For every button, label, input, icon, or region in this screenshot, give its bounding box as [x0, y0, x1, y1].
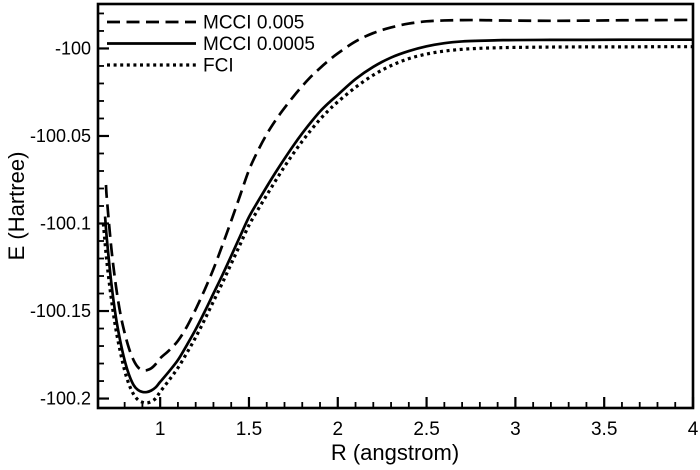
y-tick-label: -100.15: [30, 301, 91, 321]
curve-fci: [101, 45, 694, 405]
y-tick-label: -100.1: [40, 214, 91, 234]
y-tick-label: -100.05: [30, 126, 91, 146]
curves: [101, 18, 694, 405]
y-tick-label: -100: [55, 39, 91, 59]
x-tick-label: 1: [155, 419, 166, 440]
x-tick-label: 3.5: [591, 419, 617, 440]
curve-mcci-0-0005: [103, 38, 693, 394]
y-tick-label: -100.2: [40, 389, 91, 409]
legend-label-mcci-00005: MCCI 0.0005: [203, 34, 315, 55]
x-tick-label: 1.5: [236, 419, 262, 440]
legend: MCCI 0.005 MCCI 0.0005 FCI: [107, 13, 315, 77]
x-tick-label: 2.5: [413, 419, 439, 440]
legend-label-mcci-005: MCCI 0.005: [203, 13, 304, 34]
axis-tick-labels: 1 1.5 2 2.5 3 3.5 4 -100 -100.05 -100.1 -100.15 -10…: [30, 39, 699, 440]
legend-label-fci: FCI: [203, 56, 234, 77]
y-axis-title: E (Hartree): [4, 152, 29, 261]
x-axis-title: R (angstrom): [331, 440, 459, 465]
axis-ticks: [98, 12, 695, 408]
curve-mcci-0-005: [104, 18, 694, 372]
x-tick-label: 2: [332, 419, 343, 440]
x-tick-label: 3: [510, 419, 521, 440]
x-tick-label: 4: [688, 419, 699, 440]
plot-frame: [96, 2, 695, 410]
